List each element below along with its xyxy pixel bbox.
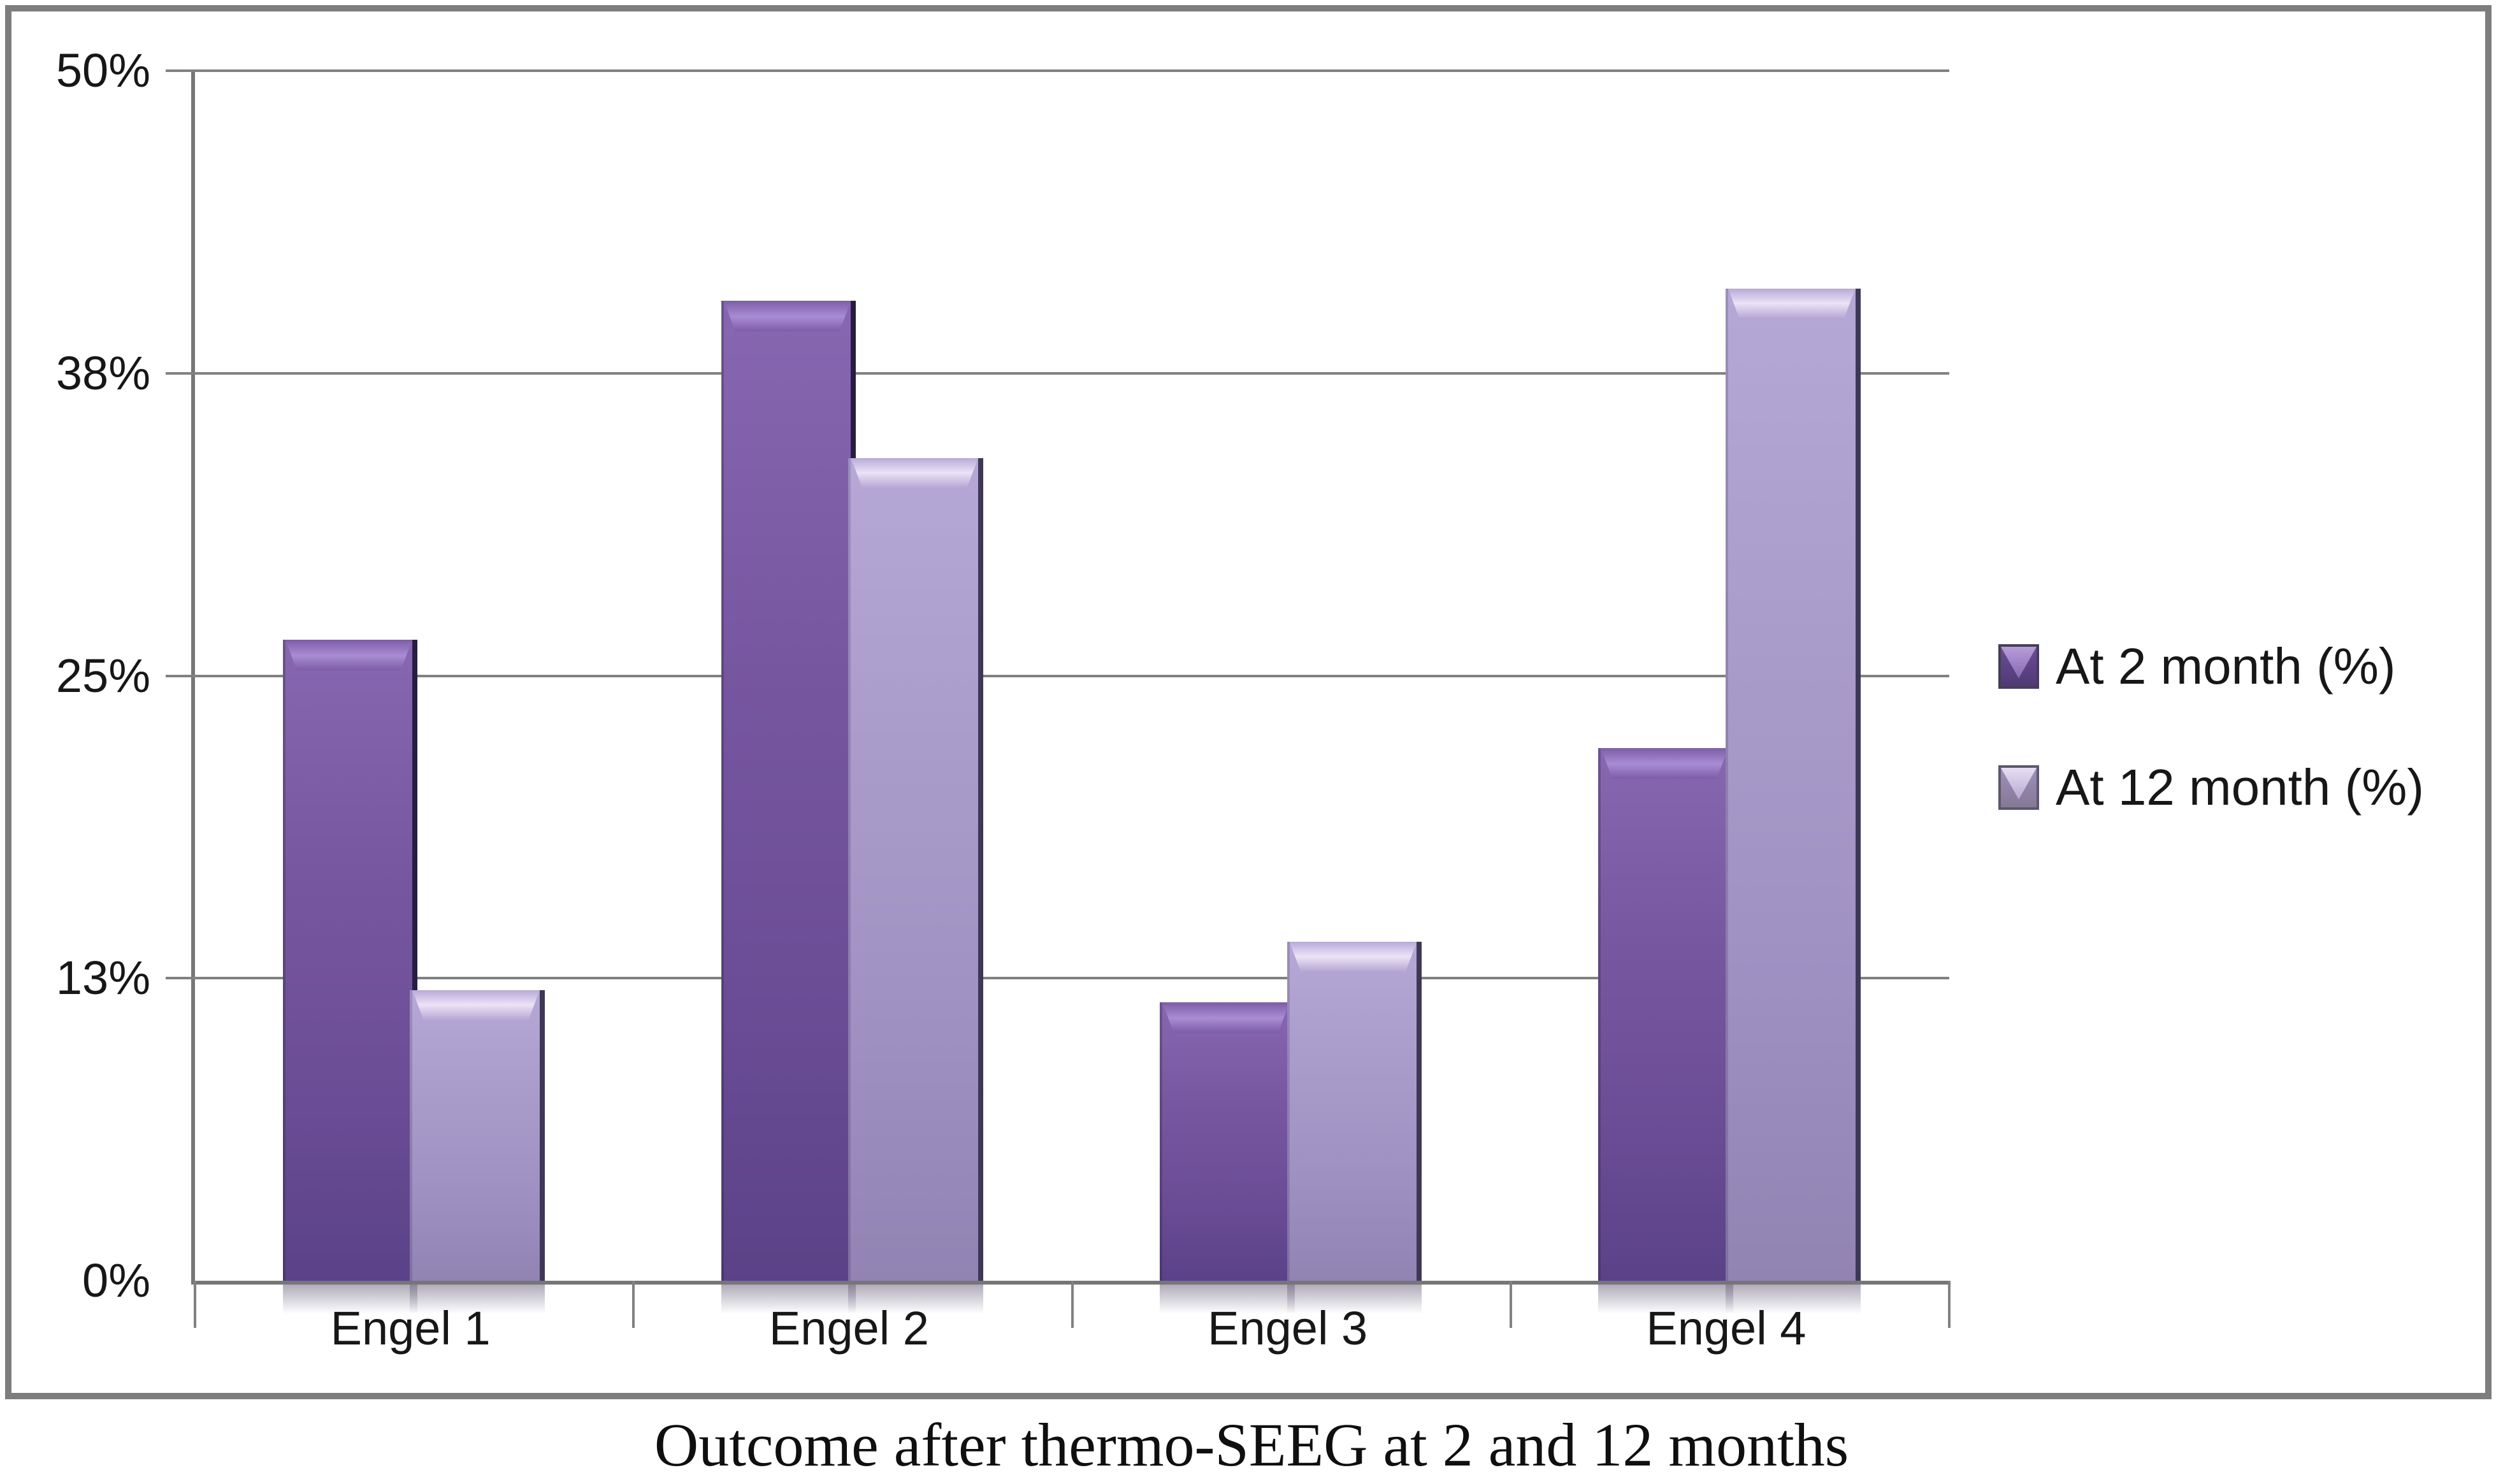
x-axis-label-engel-2: Engel 2 bbox=[768, 1302, 929, 1355]
category-slot-engel-3 bbox=[1072, 71, 1511, 1314]
bar-at-12-month-engel-1 bbox=[410, 990, 545, 1314]
y-axis-tick-label: 38% bbox=[55, 346, 150, 400]
y-axis-tick-label: 13% bbox=[55, 951, 150, 1005]
y-axis-tick-label: 0% bbox=[82, 1254, 150, 1307]
legend-label: At 2 month (%) bbox=[2056, 638, 2396, 695]
bar-at-2-month-engel-4 bbox=[1598, 748, 1733, 1314]
x-axis-tick bbox=[1948, 1281, 1951, 1328]
bar-at-12-month-engel-3 bbox=[1287, 942, 1422, 1314]
y-axis-tick-label: 50% bbox=[55, 44, 150, 97]
category-slot-engel-4 bbox=[1511, 71, 1949, 1315]
legend-item-at-12-month: At 12 month (%) bbox=[1998, 758, 2424, 817]
chart-title: Outcome after thermo-SEEG at 2 and 12 mo… bbox=[654, 1411, 1849, 1479]
bar-at-2-month-engel-2 bbox=[721, 300, 856, 1315]
gridline-38 bbox=[166, 371, 1949, 375]
legend-swatch-icon bbox=[1998, 644, 2039, 689]
gridline-50 bbox=[166, 69, 1949, 72]
bar-at-2-month-engel-3 bbox=[1160, 1002, 1295, 1314]
legend-item-at-2-month: At 2 month (%) bbox=[1998, 637, 2424, 696]
category-slot-engel-2 bbox=[633, 71, 1072, 1315]
x-axis-tick bbox=[1071, 1281, 1074, 1328]
bar-at-2-month-engel-1 bbox=[282, 639, 418, 1315]
y-axis: 0% 13% 25% 38% 50% bbox=[0, 47, 161, 1304]
gridline-25 bbox=[166, 674, 1949, 677]
x-axis-tick bbox=[1509, 1281, 1512, 1328]
legend-label: At 12 month (%) bbox=[2056, 759, 2425, 816]
x-axis-label-engel-3: Engel 3 bbox=[1208, 1302, 1368, 1355]
bar-at-12-month-engel-4 bbox=[1725, 288, 1861, 1315]
x-axis: Engel 1 Engel 2 Engel 3 Engel 4 bbox=[191, 1301, 1945, 1371]
x-axis-tick bbox=[194, 1281, 196, 1328]
plot-area bbox=[166, 69, 1951, 1328]
x-axis-label-engel-4: Engel 4 bbox=[1646, 1302, 1807, 1355]
y-axis-tick-label: 25% bbox=[55, 649, 150, 702]
legend: At 2 month (%) At 12 month (%) bbox=[1998, 637, 2424, 817]
legend-swatch-icon bbox=[1998, 765, 2039, 810]
bar-at-12-month-engel-2 bbox=[848, 457, 984, 1315]
category-slot-engel-1 bbox=[195, 71, 633, 1315]
x-axis-label-engel-1: Engel 1 bbox=[330, 1302, 491, 1355]
gridline-13 bbox=[166, 977, 1949, 980]
x-axis-tick bbox=[632, 1281, 635, 1328]
